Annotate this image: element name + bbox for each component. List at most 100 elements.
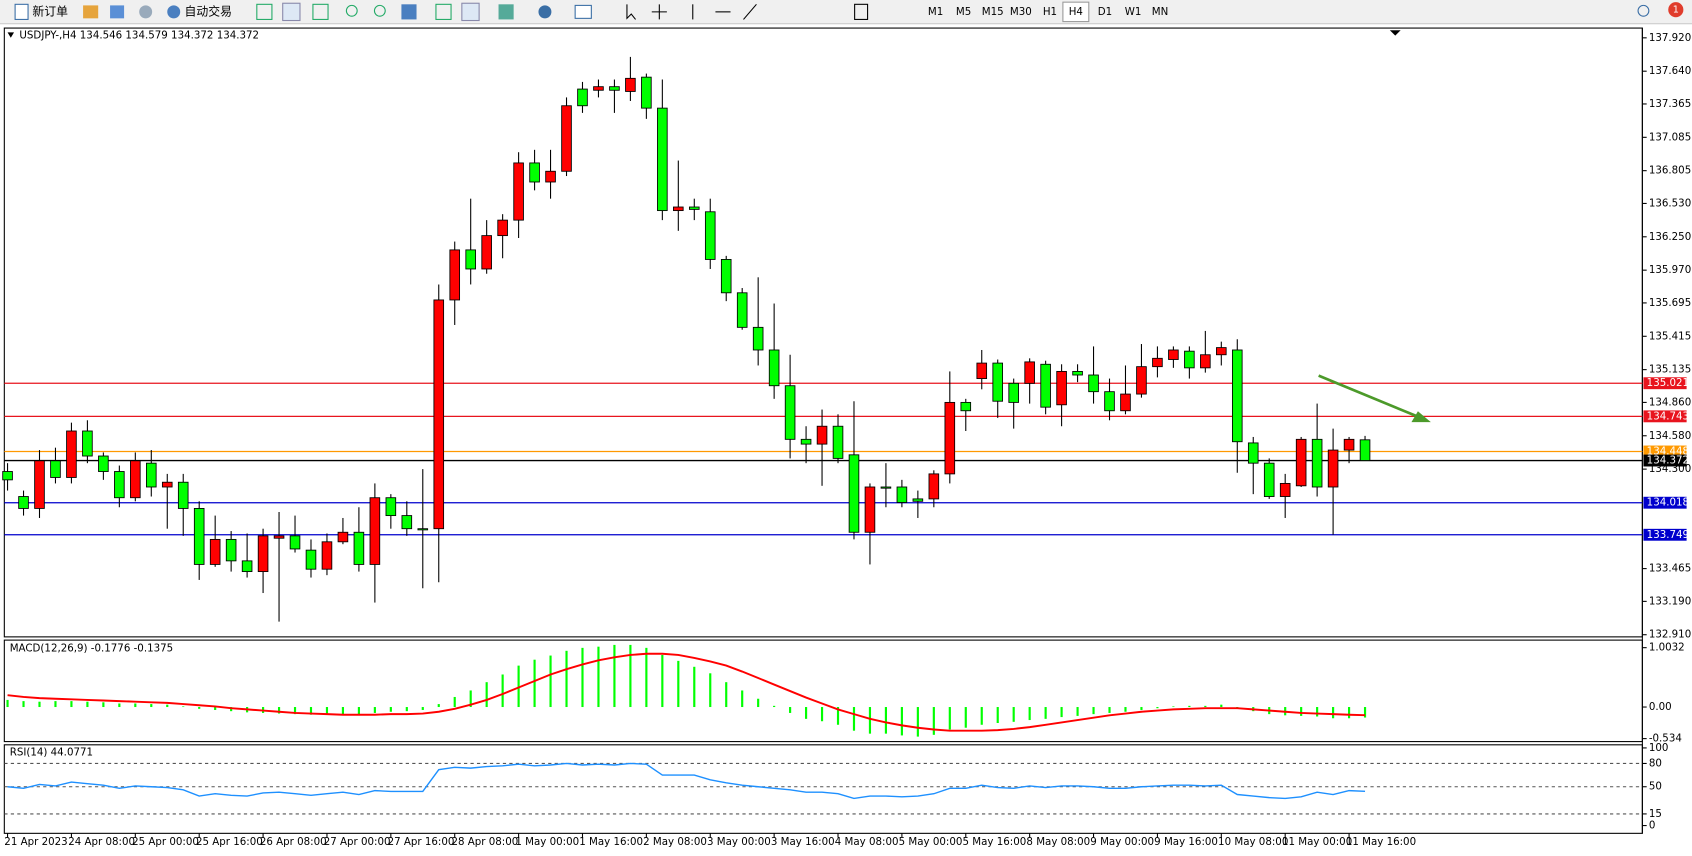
y-tick-label: 135.970 <box>1649 264 1691 276</box>
macd-bar <box>533 659 536 708</box>
x-tick-label: 26 Apr 08:00 <box>260 836 327 848</box>
zoom-in[interactable] <box>345 4 358 17</box>
auto-trade-icon[interactable] <box>167 5 181 19</box>
candle-body <box>864 486 876 533</box>
macd-bar <box>932 707 935 735</box>
timeframe-button[interactable]: W1 <box>1125 6 1142 18</box>
cursor-tool[interactable] <box>626 4 637 20</box>
notification-badge[interactable] <box>1668 2 1684 18</box>
candle-body <box>1247 442 1259 464</box>
macd-bar <box>54 701 57 708</box>
macd-bar <box>1092 707 1095 715</box>
y-tick-label: 135.415 <box>1649 330 1691 342</box>
candle-body <box>577 88 588 107</box>
candle-body <box>832 425 844 459</box>
y-tick-label: 136.530 <box>1649 197 1691 209</box>
x-tick-label: 10 May 08:00 <box>1218 836 1288 848</box>
price-label: 134.018 <box>1647 497 1689 509</box>
x-tick-label: 5 May 16:00 <box>963 836 1027 848</box>
icon[interactable] <box>435 3 452 20</box>
icon[interactable] <box>538 5 552 19</box>
macd-bar <box>1028 707 1031 721</box>
icon[interactable] <box>574 4 592 19</box>
timeframe-button[interactable]: M15 <box>982 6 1004 18</box>
macd-bar <box>453 696 456 708</box>
timeframe-button[interactable]: H1 <box>1043 6 1057 18</box>
macd-bar <box>437 704 440 708</box>
icon[interactable] <box>83 5 99 19</box>
toolbar <box>0 0 1692 24</box>
icon[interactable] <box>498 4 514 20</box>
candle-body <box>896 486 908 503</box>
icon[interactable] <box>401 4 417 20</box>
search[interactable] <box>1637 4 1650 17</box>
y-tick-label: 136.250 <box>1649 231 1691 243</box>
macd-bar <box>741 690 744 708</box>
timeframe-bar: M1 M5 M15 M30 H1 H4 D1 W1 MN <box>928 1 1169 23</box>
timeframe-button[interactable]: M30 <box>1010 6 1032 18</box>
timeframe-button[interactable]: MN <box>1152 6 1169 18</box>
candle-body <box>593 86 604 91</box>
candle-body <box>114 471 125 499</box>
icon[interactable] <box>139 5 153 19</box>
macd-bar <box>1140 707 1143 710</box>
candle-body <box>1104 391 1115 412</box>
icon[interactable] <box>282 2 301 22</box>
text-tool[interactable] <box>854 3 869 20</box>
icon[interactable] <box>461 2 480 22</box>
new-order-button[interactable]: 新订单 <box>32 4 68 18</box>
candle-body <box>417 528 429 531</box>
candle-body <box>82 430 93 457</box>
macd-bar <box>501 674 504 708</box>
timeframe-button[interactable]: H4 <box>1069 6 1083 18</box>
y-tick-label: 0.00 <box>1649 701 1672 713</box>
candle-body <box>1120 393 1131 412</box>
active-timeframe <box>1062 1 1090 23</box>
candle-body <box>609 86 620 91</box>
candle-body <box>1152 357 1163 368</box>
macd-bar <box>1124 707 1127 712</box>
new-order-icon[interactable] <box>14 3 29 20</box>
candle-body <box>673 206 684 212</box>
y-tick-label: 133.190 <box>1649 595 1691 607</box>
trend-arrow <box>1318 374 1419 418</box>
candle-body <box>720 259 732 294</box>
candle-body <box>1024 361 1035 384</box>
candle-body <box>449 249 461 301</box>
icon[interactable] <box>256 3 273 20</box>
x-tick-label: 24 Apr 08:00 <box>68 836 135 848</box>
y-tick-label: 0 <box>1649 820 1656 832</box>
macd-bar <box>693 666 696 708</box>
chart-title: USDJPY-,H4 134.546 134.579 134.372 134.3… <box>19 30 259 42</box>
x-tick-label: 4 May 08:00 <box>835 836 899 848</box>
macd-bar <box>357 707 360 715</box>
candle-body <box>2 471 13 481</box>
icon[interactable] <box>312 3 329 20</box>
candle-body <box>641 76 652 109</box>
auto-trade-button[interactable]: 自动交易 <box>185 4 232 18</box>
macd-bar <box>789 707 792 713</box>
plot: 137.920 137.640 137.365 137.085 136.805 136.5… <box>2 32 1691 848</box>
zoom-out[interactable] <box>373 4 386 17</box>
macd-bar <box>581 647 584 708</box>
candle-body <box>321 541 333 570</box>
macd-bar <box>1044 707 1047 719</box>
price-label: 134.372 <box>1647 455 1689 467</box>
macd-bar <box>916 707 919 737</box>
macd-bar <box>485 682 488 708</box>
price-label-bg <box>1643 410 1687 423</box>
candle-body <box>1072 370 1083 376</box>
y-tick-label: 100 <box>1649 742 1669 754</box>
timeframe-button[interactable]: M1 <box>928 6 943 18</box>
x-tick-label: 3 May 16:00 <box>771 836 835 848</box>
trendline-tool[interactable] <box>743 3 757 20</box>
candle-body <box>66 430 77 478</box>
macd-bar <box>86 701 89 708</box>
crosshair-tool[interactable] <box>651 4 667 20</box>
macd-bar <box>405 707 408 712</box>
timeframe-button[interactable]: M5 <box>956 6 971 18</box>
icon[interactable] <box>110 5 125 19</box>
candle-body <box>625 77 636 92</box>
candle-body <box>497 219 508 237</box>
timeframe-button[interactable]: D1 <box>1098 6 1112 18</box>
